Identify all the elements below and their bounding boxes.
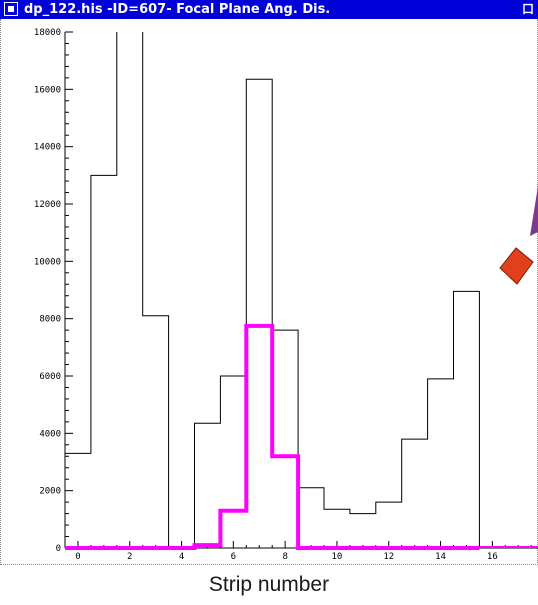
y-tick-label: 2000: [39, 487, 61, 497]
histogram-bin: [454, 291, 480, 548]
x-tick-label: 14: [435, 552, 446, 562]
x-axis-caption: Strip number: [208, 573, 330, 596]
x-tick-label: 10: [332, 552, 343, 562]
x-tick-label: 2: [127, 552, 132, 562]
histogram-bin: [298, 488, 324, 548]
histogram-bin: [220, 511, 246, 548]
x-tick-label: 6: [231, 552, 236, 562]
histogram-bin: [402, 439, 428, 548]
y-tick-label: 14000: [34, 143, 61, 153]
y-tick-label: 8000: [39, 315, 61, 325]
histogram-bin: [91, 175, 117, 548]
histogram-chart: 0 2000 4000 6000 8000 10000 12000 14000 16000 180…: [34, 3, 538, 562]
y-tick-label: 10000: [34, 257, 61, 267]
histogram-bin: [272, 456, 298, 548]
histogram-bin: [195, 423, 221, 548]
y-tick-label: 16000: [34, 85, 61, 95]
histogram-bin: [428, 379, 454, 548]
histogram-series: [65, 3, 480, 548]
histogram-bin: [324, 509, 350, 548]
histogram-bin: [65, 453, 91, 548]
red-diamond-shape: [499, 247, 534, 285]
title-bar[interactable]: dp_122.his -ID=607- Focal Plane Ang. Dis…: [0, 0, 538, 19]
histogram-bin: [376, 502, 402, 548]
histogram-series: [65, 323, 480, 550]
histogram-bin: [117, 3, 143, 548]
y-tick-label: 18000: [34, 28, 61, 38]
y-tick-label: 6000: [39, 372, 61, 382]
histogram-bin: [143, 316, 169, 548]
histogram-outline-black: [65, 32, 480, 548]
x-tick-label: 0: [75, 552, 80, 562]
x-tick-label: 16: [487, 552, 498, 562]
x-tick-label: 8: [282, 552, 287, 562]
window-title: dp_122.his -ID=607- Focal Plane Ang. Dis…: [24, 2, 331, 17]
window-menu-icon[interactable]: [4, 2, 18, 16]
x-tick-label: 12: [383, 552, 394, 562]
purple-wedge-shape: [530, 186, 538, 236]
y-tick-label: 12000: [34, 200, 61, 210]
x-tick-label: 4: [179, 552, 184, 562]
histogram-bin: [246, 326, 272, 548]
histogram-bin: [350, 514, 376, 548]
y-tick-label: 0: [56, 544, 61, 554]
histogram-outline-magenta: [65, 323, 480, 550]
maximize-icon[interactable]: 口: [522, 2, 535, 16]
histogram-window: dp_122.his -ID=607- Focal Plane Ang. Dis…: [0, 0, 538, 565]
y-tick-label: 4000: [39, 429, 61, 439]
